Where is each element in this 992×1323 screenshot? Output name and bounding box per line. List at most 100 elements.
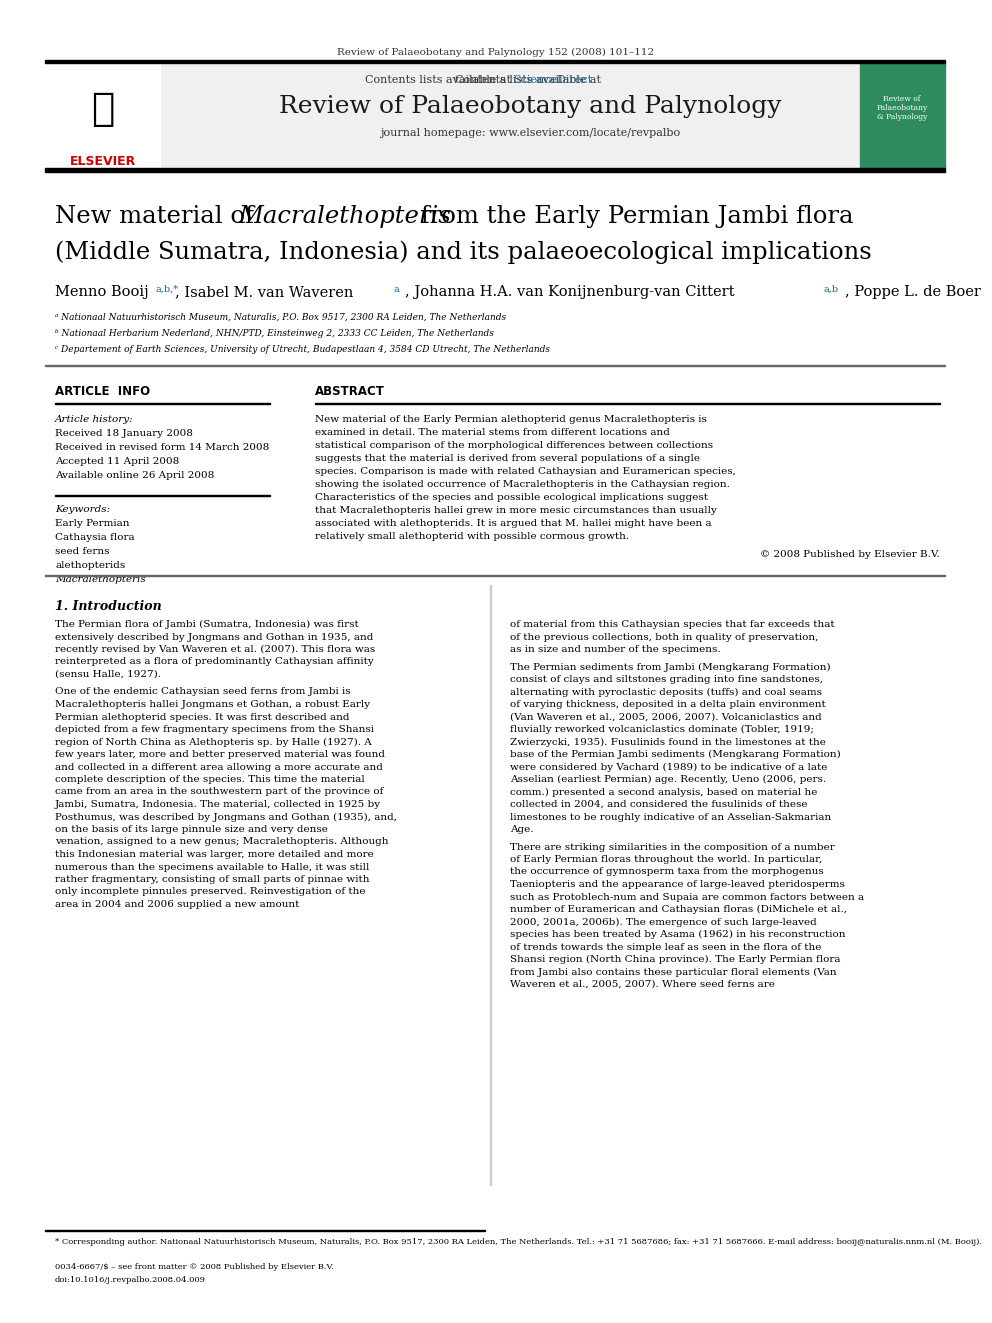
Text: comm.) presented a second analysis, based on material he: comm.) presented a second analysis, base… [510, 787, 817, 796]
Text: There are striking similarities in the composition of a number: There are striking similarities in the c… [510, 843, 834, 852]
Text: 1. Introduction: 1. Introduction [55, 601, 162, 613]
Text: Keywords:: Keywords: [55, 505, 110, 515]
Text: as in size and number of the specimens.: as in size and number of the specimens. [510, 646, 720, 654]
Text: Review of Palaeobotany and Palynology: Review of Palaeobotany and Palynology [279, 95, 782, 118]
Text: ᵇ Nationaal Herbarium Nederland, NHN/PTD, Einsteinweg 2, 2333 CC Leiden, The Net: ᵇ Nationaal Herbarium Nederland, NHN/PTD… [55, 329, 494, 337]
Text: Macralethopteris: Macralethopteris [55, 576, 146, 583]
Text: of trends towards the simple leaf as seen in the flora of the: of trends towards the simple leaf as see… [510, 942, 821, 951]
Bar [45, 64, 160, 168]
Text: Available online 26 April 2008: Available online 26 April 2008 [55, 471, 214, 480]
Text: a,b,*: a,b,* [155, 284, 179, 294]
Text: the occurrence of gymnosperm taxa from the morphogenus: the occurrence of gymnosperm taxa from t… [510, 868, 823, 877]
Text: One of the endemic Cathaysian seed ferns from Jambi is: One of the endemic Cathaysian seed ferns… [55, 688, 350, 696]
Text: alethopterids: alethopterids [55, 561, 125, 570]
Text: Macralethopteris hallei Jongmans et Gothan, a robust Early: Macralethopteris hallei Jongmans et Goth… [55, 700, 370, 709]
Text: ELSEVIER: ELSEVIER [69, 155, 136, 168]
Text: on the basis of its large pinnule size and very dense: on the basis of its large pinnule size a… [55, 826, 328, 833]
Text: journal homepage: www.elsevier.com/locate/revpalbo: journal homepage: www.elsevier.com/locat… [380, 128, 681, 138]
Text: Shansi region (North China province). The Early Permian flora: Shansi region (North China province). Th… [510, 955, 840, 964]
Text: venation, assigned to a new genus; Macralethopteris. Although: venation, assigned to a new genus; Macra… [55, 837, 389, 847]
Text: and collected in a different area allowing a more accurate and: and collected in a different area allowi… [55, 762, 383, 771]
Text: that Macralethopteris hallei grew in more mesic circumstances than usually: that Macralethopteris hallei grew in mor… [315, 505, 717, 515]
Text: region of North China as Alethopteris sp. by Halle (1927). A: region of North China as Alethopteris sp… [55, 737, 372, 746]
Text: statistical comparison of the morphological differences between collections: statistical comparison of the morphologi… [315, 441, 713, 450]
Text: showing the isolated occurrence of Macralethopteris in the Cathaysian region.: showing the isolated occurrence of Macra… [315, 480, 730, 490]
Bar [860, 64, 945, 168]
Text: Early Permian: Early Permian [55, 519, 130, 528]
Bar [45, 60, 945, 64]
Text: relatively small alethopterid with possible cormous growth.: relatively small alethopterid with possi… [315, 532, 629, 541]
Text: rather fragmentary, consisting of small parts of pinnae with: rather fragmentary, consisting of small … [55, 875, 369, 884]
Text: (sensu Halle, 1927).: (sensu Halle, 1927). [55, 669, 161, 679]
Text: Waveren et al., 2005, 2007). Where seed ferns are: Waveren et al., 2005, 2007). Where seed … [510, 980, 775, 990]
Text: (Van Waveren et al., 2005, 2006, 2007). Volcaniclastics and: (Van Waveren et al., 2005, 2006, 2007). … [510, 713, 821, 721]
Text: Characteristics of the species and possible ecological implications suggest: Characteristics of the species and possi… [315, 493, 708, 501]
Text: a,b: a,b [823, 284, 838, 294]
Bar [160, 64, 900, 168]
Text: New material of the Early Permian alethopterid genus Macralethopteris is: New material of the Early Permian aletho… [315, 415, 707, 423]
Text: Article history:: Article history: [55, 415, 134, 423]
Text: of material from this Cathaysian species that far exceeds that: of material from this Cathaysian species… [510, 620, 834, 628]
Text: species has been treated by Asama (1962) in his reconstruction: species has been treated by Asama (1962)… [510, 930, 845, 939]
Text: , Poppe L. de Boer: , Poppe L. de Boer [845, 284, 981, 299]
Text: * Corresponding author. Nationaal Natuurhistorisch Museum, Naturalis, P.O. Box 9: * Corresponding author. Nationaal Natuur… [55, 1238, 982, 1246]
Text: this Indonesian material was larger, more detailed and more: this Indonesian material was larger, mor… [55, 849, 374, 859]
Text: base of the Permian Jambi sediments (Mengkarang Formation): base of the Permian Jambi sediments (Men… [510, 750, 841, 759]
Text: collected in 2004, and considered the fusulinids of these: collected in 2004, and considered the fu… [510, 800, 807, 808]
Text: Zwierzycki, 1935). Fusulinids found in the limestones at the: Zwierzycki, 1935). Fusulinids found in t… [510, 737, 826, 746]
Text: doi:10.1016/j.revpalbo.2008.04.009: doi:10.1016/j.revpalbo.2008.04.009 [55, 1275, 206, 1285]
Text: area in 2004 and 2006 supplied a new amount: area in 2004 and 2006 supplied a new amo… [55, 900, 300, 909]
Text: Received in revised form 14 March 2008: Received in revised form 14 March 2008 [55, 443, 269, 452]
Text: only incomplete pinnules preserved. Reinvestigation of the: only incomplete pinnules preserved. Rein… [55, 888, 365, 897]
Text: Received 18 January 2008: Received 18 January 2008 [55, 429, 192, 438]
Text: of Early Permian floras throughout the world. In particular,: of Early Permian floras throughout the w… [510, 855, 822, 864]
Text: recently revised by Van Waveren et al. (2007). This flora was: recently revised by Van Waveren et al. (… [55, 646, 375, 654]
Text: seed ferns: seed ferns [55, 546, 109, 556]
Text: few years later, more and better preserved material was found: few years later, more and better preserv… [55, 750, 385, 759]
Text: The Permian sediments from Jambi (Mengkarang Formation): The Permian sediments from Jambi (Mengka… [510, 663, 830, 672]
Text: Taeniopteris and the appearance of large-leaved pteridosperms: Taeniopteris and the appearance of large… [510, 880, 845, 889]
Text: ARTICLE  INFO: ARTICLE INFO [55, 385, 150, 398]
Text: a: a [393, 284, 399, 294]
Text: 0034-6667/$ – see front matter © 2008 Published by Elsevier B.V.: 0034-6667/$ – see front matter © 2008 Pu… [55, 1263, 333, 1271]
Text: Cathaysia flora: Cathaysia flora [55, 533, 135, 542]
Text: Review of Palaeobotany and Palynology 152 (2008) 101–112: Review of Palaeobotany and Palynology 15… [337, 48, 655, 57]
Text: number of Euramerican and Cathaysian floras (DiMichele et al.,: number of Euramerican and Cathaysian flo… [510, 905, 847, 914]
Text: were considered by Vachard (1989) to be indicative of a late: were considered by Vachard (1989) to be … [510, 762, 827, 771]
Text: Permian alethopterid species. It was first described and: Permian alethopterid species. It was fir… [55, 713, 349, 721]
Text: fluvially reworked volcaniclastics dominate (Tobler, 1919;: fluvially reworked volcaniclastics domin… [510, 725, 813, 734]
Text: of varying thickness, deposited in a delta plain environment: of varying thickness, deposited in a del… [510, 700, 825, 709]
Text: ABSTRACT: ABSTRACT [315, 385, 385, 398]
Text: 2000, 2001a, 2006b). The emergence of such large-leaved: 2000, 2001a, 2006b). The emergence of su… [510, 917, 816, 926]
Text: alternating with pyroclastic deposits (tuffs) and coal seams: alternating with pyroclastic deposits (t… [510, 688, 822, 697]
Text: complete description of the species. This time the material: complete description of the species. Thi… [55, 775, 365, 785]
Text: numerous than the specimens available to Halle, it was still: numerous than the specimens available to… [55, 863, 369, 872]
Text: ᶜ Departement of Earth Sciences, University of Utrecht, Budapestlaan 4, 3584 CD : ᶜ Departement of Earth Sciences, Univers… [55, 345, 550, 355]
Text: species. Comparison is made with related Cathaysian and Euramerican species,: species. Comparison is made with related… [315, 467, 736, 476]
Text: © 2008 Published by Elsevier B.V.: © 2008 Published by Elsevier B.V. [760, 550, 940, 560]
Text: ᵃ Nationaal Natuurhistorisch Museum, Naturalis, P.O. Box 9517, 2300 RA Leiden, T: ᵃ Nationaal Natuurhistorisch Museum, Nat… [55, 314, 506, 321]
Text: from the Early Permian Jambi flora: from the Early Permian Jambi flora [413, 205, 853, 228]
Bar [45, 168, 945, 172]
Text: suggests that the material is derived from several populations of a single: suggests that the material is derived fr… [315, 454, 700, 463]
Text: , Isabel M. van Waveren: , Isabel M. van Waveren [175, 284, 353, 299]
Text: Age.: Age. [510, 826, 534, 833]
Text: Menno Booij: Menno Booij [55, 284, 149, 299]
Text: Macralethopteris: Macralethopteris [238, 205, 450, 228]
Text: ScienceDirect: ScienceDirect [513, 75, 592, 85]
Text: reinterpreted as a flora of predominantly Cathaysian affinity: reinterpreted as a flora of predominantl… [55, 658, 374, 667]
Text: limestones to be roughly indicative of an Asselian-Sakmarian: limestones to be roughly indicative of a… [510, 812, 831, 822]
Text: 🌳: 🌳 [91, 90, 115, 128]
Text: Accepted 11 April 2008: Accepted 11 April 2008 [55, 456, 180, 466]
Text: Posthumus, was described by Jongmans and Gothan (1935), and,: Posthumus, was described by Jongmans and… [55, 812, 397, 822]
Text: New material of: New material of [55, 205, 262, 228]
Text: , Johanna H.A. van Konijnenburg-van Cittert: , Johanna H.A. van Konijnenburg-van Citt… [405, 284, 734, 299]
Text: The Permian flora of Jambi (Sumatra, Indonesia) was first: The Permian flora of Jambi (Sumatra, Ind… [55, 620, 359, 630]
Text: Asselian (earliest Permian) age. Recently, Ueno (2006, pers.: Asselian (earliest Permian) age. Recentl… [510, 775, 826, 785]
Text: such as Protoblech-num and Supaia are common factors between a: such as Protoblech-num and Supaia are co… [510, 893, 864, 901]
Text: from Jambi also contains these particular floral elements (Van: from Jambi also contains these particula… [510, 967, 836, 976]
Text: examined in detail. The material stems from different locations and: examined in detail. The material stems f… [315, 429, 670, 437]
Text: Contents lists available at: Contents lists available at [455, 75, 605, 85]
Text: Jambi, Sumatra, Indonesia. The material, collected in 1925 by: Jambi, Sumatra, Indonesia. The material,… [55, 800, 381, 808]
Text: Contents lists available at: Contents lists available at [365, 75, 515, 85]
